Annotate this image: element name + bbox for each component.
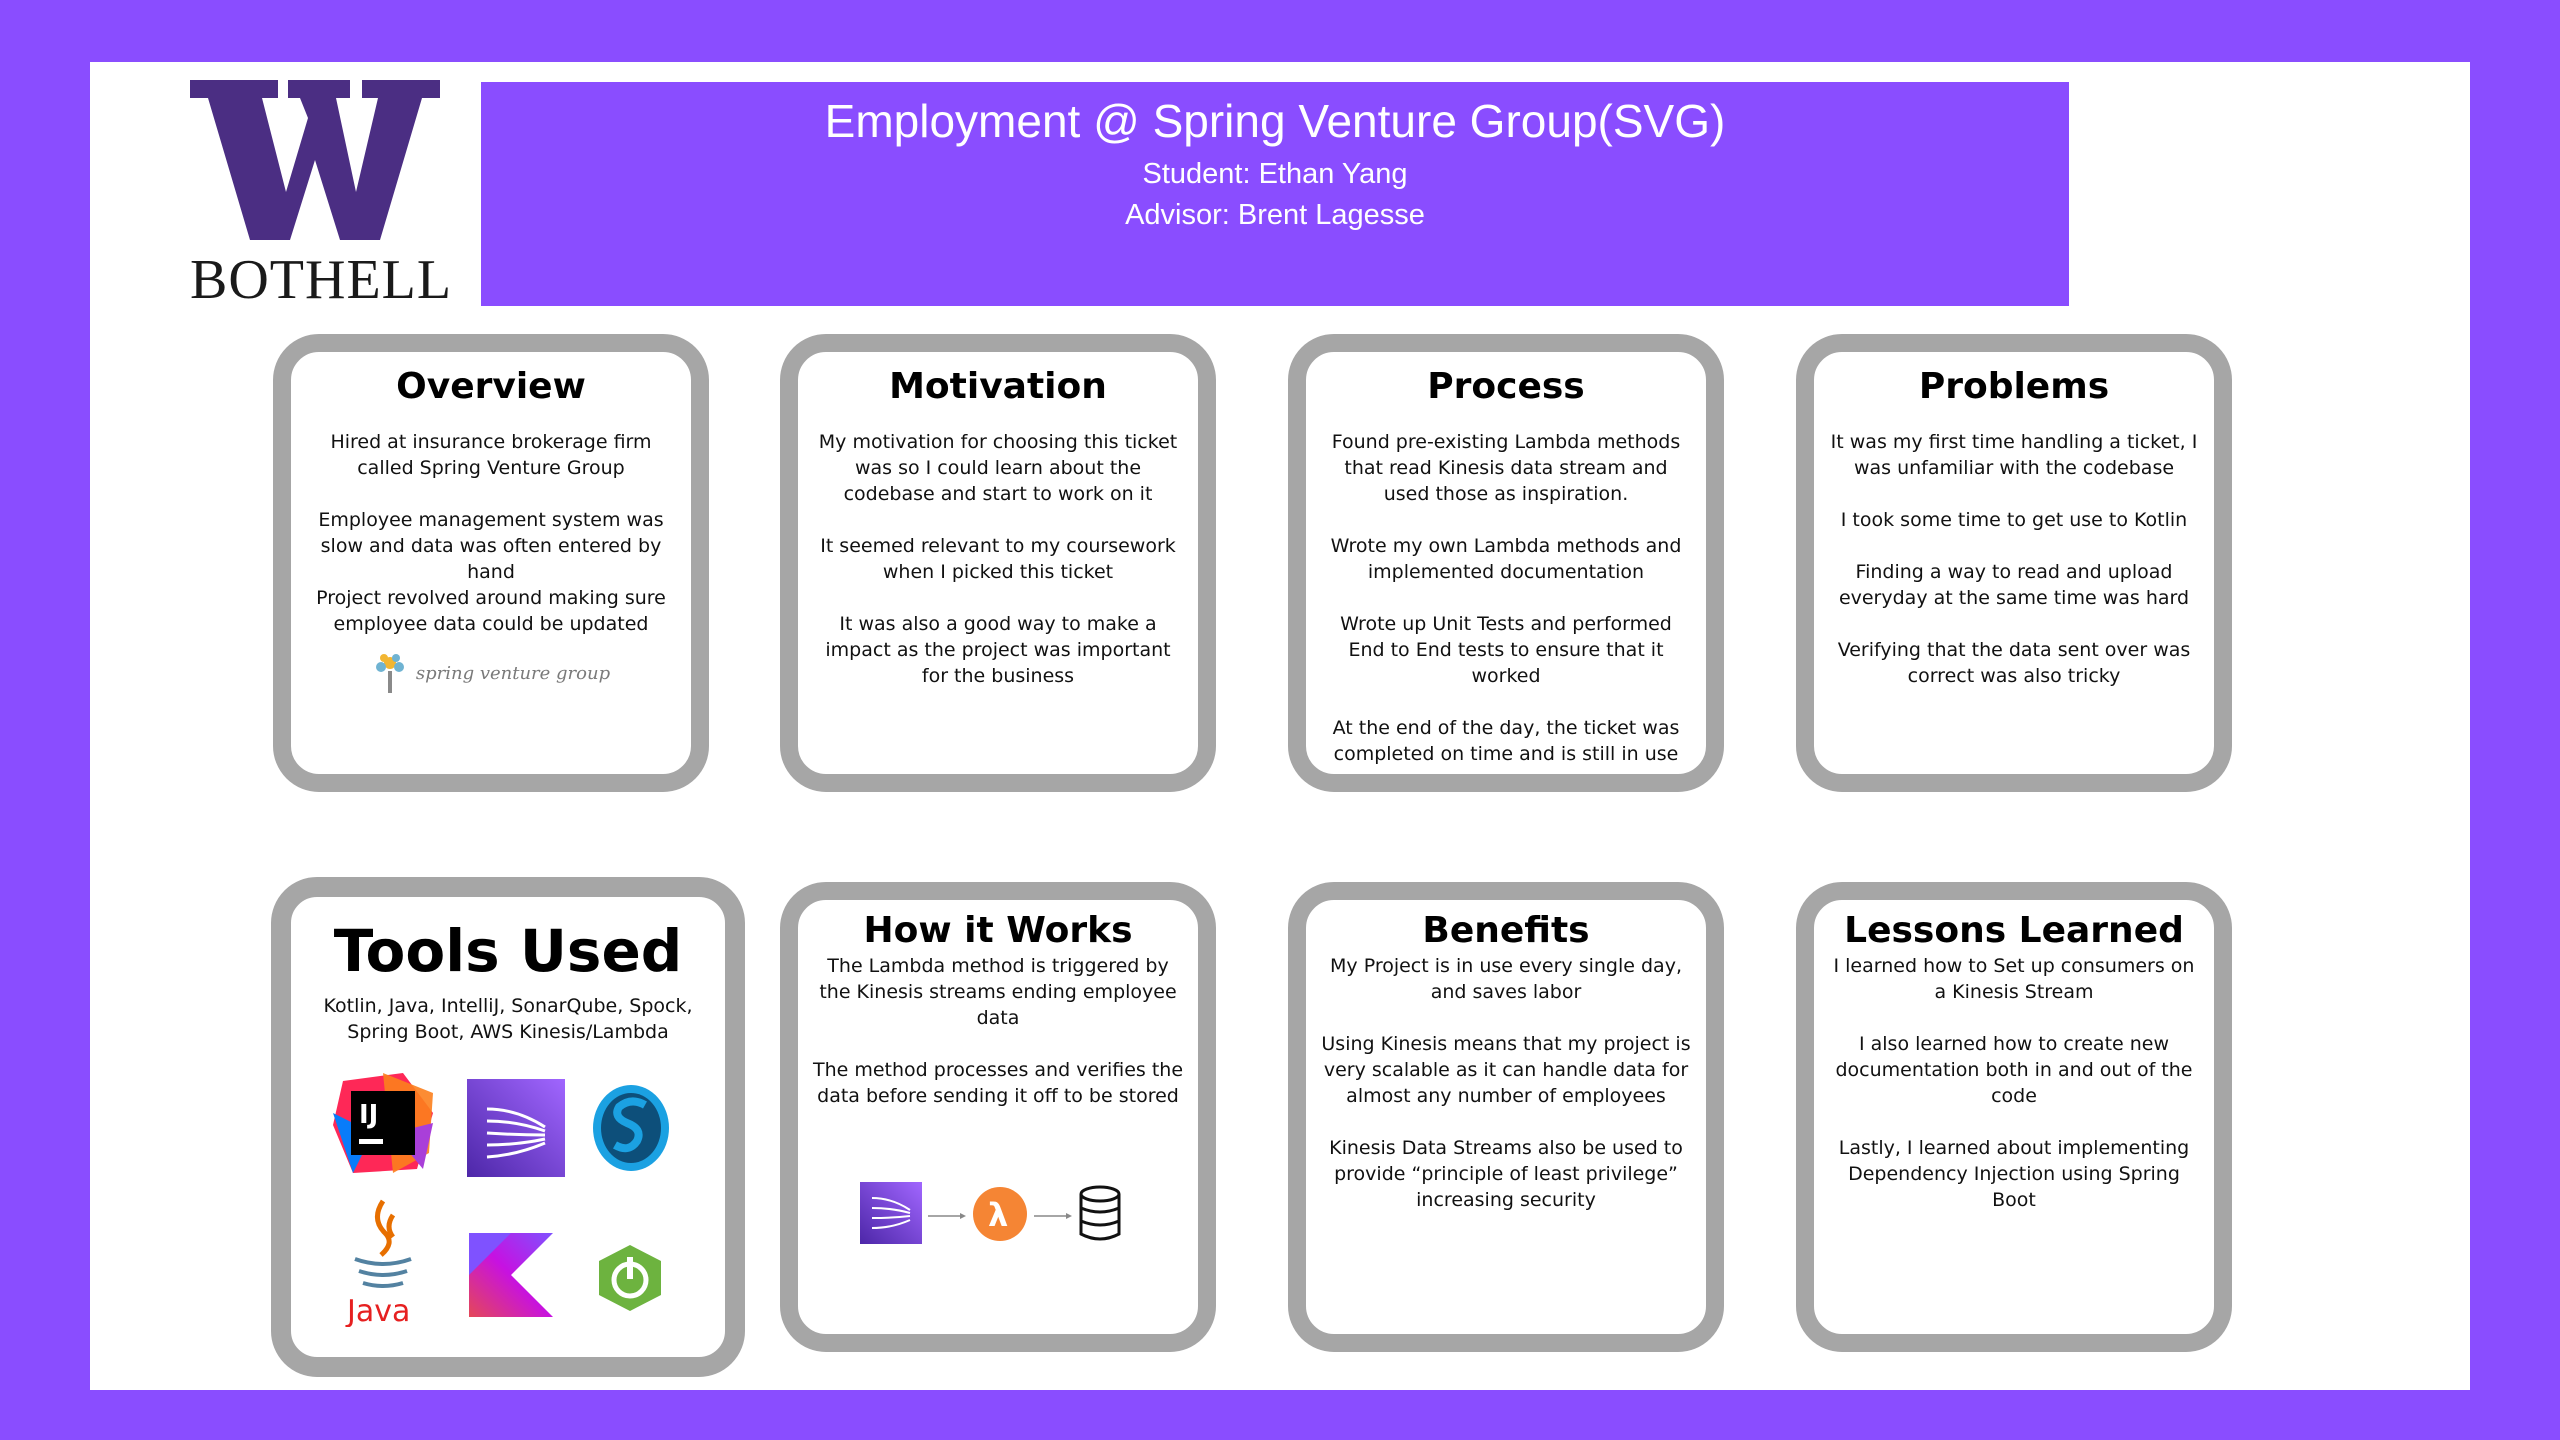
tools-card: Tools Used Kotlin, Java, IntelliJ, Sonar… (271, 877, 745, 1377)
uw-bothell-logo: BOTHELL (190, 80, 460, 315)
problems-card: Problems It was my first time handling a… (1796, 334, 2232, 792)
how-it-works-card: How it Works The Lambda method is trigge… (780, 882, 1216, 1352)
logo-text: BOTHELL (190, 249, 453, 311)
motivation-text: My motivation for choosing this ticket w… (818, 431, 1178, 505)
process-text: At the end of the day, the ticket was co… (1332, 717, 1680, 765)
student-name: Student: Ethan Yang (1142, 158, 1408, 190)
spring-boot-icon (599, 1245, 661, 1311)
problems-text: Verifying that the data sent over was co… (1837, 639, 2191, 687)
uw-w-icon (190, 80, 440, 240)
benefits-text: Kinesis Data Streams also be used to pro… (1329, 1137, 1683, 1211)
how-it-works-title: How it Works (863, 910, 1133, 951)
motivation-body: My motivation for choosing this ticket w… (798, 429, 1198, 689)
benefits-card: Benefits My Project is in use every sing… (1288, 882, 1724, 1352)
overview-title: Overview (396, 366, 586, 407)
tree-icon (375, 654, 404, 693)
poster-title: Employment @ Spring Venture Group(SVG) (824, 95, 1726, 147)
process-title: Process (1427, 366, 1585, 407)
advisor-name: Advisor: Brent Lagesse (1125, 199, 1425, 231)
arrow-icon (928, 1213, 966, 1219)
company-logo-text: spring venture group (415, 662, 611, 684)
problems-text: I took some time to get use to Kotlin (1840, 509, 2188, 531)
intellij-icon: IJ (333, 1073, 433, 1173)
process-text: Found pre-existing Lambda methods that r… (1331, 431, 1681, 505)
motivation-title: Motivation (889, 366, 1107, 407)
java-icon: Java (345, 1199, 412, 1327)
svg-text:IJ: IJ (359, 1100, 378, 1130)
process-card: Process Found pre-existing Lambda method… (1288, 334, 1724, 792)
lessons-text: I learned how to Set up consumers on a K… (1833, 955, 2195, 1003)
overview-body: Hired at insurance brokerage firm called… (291, 429, 691, 637)
tools-body: Kotlin, Java, IntelliJ, SonarQube, Spock… (291, 993, 725, 1045)
how-it-works-text: The method processes and verifies the da… (812, 1059, 1184, 1107)
benefits-title: Benefits (1422, 910, 1590, 951)
overview-card: Overview Hired at insurance brokerage fi… (273, 334, 709, 792)
arrow-icon (1034, 1213, 1072, 1219)
problems-text: Finding a way to read and upload everyda… (1838, 561, 2190, 609)
lessons-text: Lastly, I learned about implementing Dep… (1838, 1137, 2190, 1211)
overview-text: Project revolved around making sure empl… (316, 587, 666, 635)
flow-diagram: λ (860, 1182, 1121, 1244)
problems-title: Problems (1918, 366, 2110, 407)
overview-text: Employee management system was slow and … (318, 509, 664, 583)
motivation-card: Motivation My motivation for choosing th… (780, 334, 1216, 792)
benefits-body: My Project is in use every single day, a… (1306, 953, 1706, 1213)
motivation-text: It was also a good way to make a impact … (825, 613, 1171, 687)
spring-venture-logo: spring venture group (291, 651, 691, 695)
problems-text: It was my first time handling a ticket, … (1830, 431, 2198, 479)
spock-icon (593, 1085, 669, 1171)
how-it-works-body: The Lambda method is triggered by the Ki… (798, 953, 1198, 1109)
how-it-works-text: The Lambda method is triggered by the Ki… (819, 955, 1177, 1029)
database-icon (1079, 1185, 1121, 1241)
kotlin-icon (469, 1233, 553, 1317)
svg-text:Java: Java (345, 1294, 410, 1327)
process-text: Wrote up Unit Tests and performed End to… (1340, 613, 1672, 687)
title-banner: Employment @ Spring Venture Group(SVG) S… (481, 82, 2069, 306)
svg-text:λ: λ (988, 1196, 1008, 1234)
benefits-text: Using Kinesis means that my project is v… (1321, 1033, 1691, 1107)
tools-text: Kotlin, Java, IntelliJ, SonarQube, Spock… (323, 995, 693, 1043)
lambda-icon: λ (973, 1187, 1027, 1241)
process-text: Wrote my own Lambda methods and implemen… (1330, 535, 1682, 583)
lessons-title: Lessons Learned (1844, 910, 2184, 951)
lessons-card: Lessons Learned I learned how to Set up … (1796, 882, 2232, 1352)
overview-text: Hired at insurance brokerage firm called… (330, 431, 652, 479)
benefits-text: My Project is in use every single day, a… (1330, 955, 1682, 1003)
kinesis-icon (467, 1079, 565, 1177)
lessons-body: I learned how to Set up consumers on a K… (1814, 953, 2214, 1213)
tools-title: Tools Used (333, 917, 683, 985)
kinesis-icon (860, 1182, 922, 1244)
process-body: Found pre-existing Lambda methods that r… (1306, 429, 1706, 767)
poster-canvas: BOTHELL Employment @ Spring Venture Grou… (90, 62, 2470, 1390)
lessons-text: I also learned how to create new documen… (1835, 1033, 2193, 1107)
problems-body: It was my first time handling a ticket, … (1814, 429, 2214, 689)
motivation-text: It seemed relevant to my coursework when… (820, 535, 1176, 583)
